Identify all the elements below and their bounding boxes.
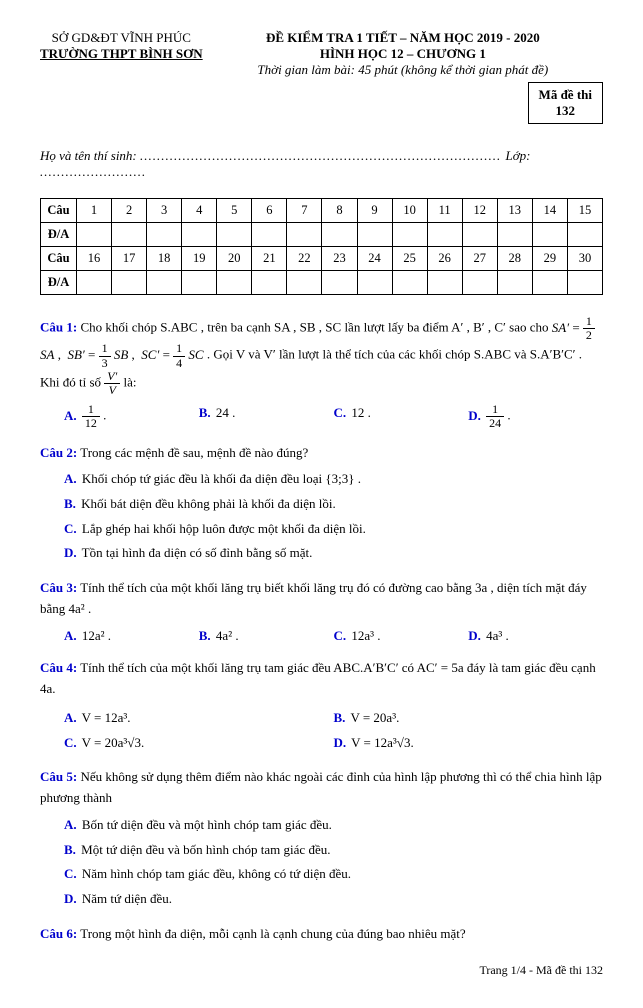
header-left: SỞ GD&ĐT VĨNH PHÚC TRƯỜNG THPT BÌNH SƠN (40, 30, 203, 124)
header-right: ĐỀ KIỂM TRA 1 TIẾT – NĂM HỌC 2019 - 2020… (203, 30, 603, 124)
question-1: Câu 1: Cho khối chóp S.ABC , trên ba cạn… (40, 315, 603, 431)
q1-text1: Cho khối chóp S.ABC , trên ba cạnh SA , … (80, 320, 551, 335)
question-6: Câu 6: Trong một hình đa diện, mỗi cạnh … (40, 924, 603, 945)
q2-label: Câu 2: (40, 445, 77, 460)
q3-label: Câu 3: (40, 580, 77, 595)
exam-title: ĐỀ KIỂM TRA 1 TIẾT – NĂM HỌC 2019 - 2020 (203, 30, 603, 46)
q4-text: Tính thể tích của một khối lăng trụ tam … (40, 660, 596, 696)
code-label: Mã đề thi (539, 87, 592, 103)
q6-label: Câu 6: (40, 926, 77, 941)
q1-label: Câu 1: (40, 320, 77, 335)
q4-options: A. V = 12a³. B. V = 20a³. C. V = 20a³√3.… (40, 706, 603, 755)
class-dots: ......................... (40, 164, 146, 179)
student-line: Họ và tên thí sinh: ....................… (40, 148, 603, 180)
page-footer: Trang 1/4 - Mã đề thi 132 (40, 963, 603, 978)
questions: Câu 1: Cho khối chóp S.ABC , trên ba cạn… (40, 315, 603, 945)
grid-label-a: Đ/A (41, 223, 77, 247)
q1-text3: là: (124, 374, 137, 389)
subject: HÌNH HỌC 12 – CHƯƠNG 1 (203, 46, 603, 62)
q3-options: A. 12a² . B. 4a² . C. 12a³ . D. 4a³ . (40, 626, 603, 647)
time-note: Thời gian làm bài: 45 phút (không kể thờ… (203, 62, 603, 78)
q6-text: Trong một hình đa diện, mỗi cạnh là cạnh… (80, 926, 465, 941)
q2-options: A. Khối chóp tứ giác đều là khối đa diện… (40, 467, 603, 566)
exam-code-box: Mã đề thi 132 (528, 82, 603, 124)
question-2: Câu 2: Trong các mệnh đề sau, mệnh đề nà… (40, 443, 603, 567)
q3-text: Tính thể tích của một khối lăng trụ biết… (40, 580, 587, 616)
header: SỞ GD&ĐT VĨNH PHÚC TRƯỜNG THPT BÌNH SƠN … (40, 30, 603, 124)
answer-grid: Câu 12 34 56 78 910 1112 1314 15 Đ/A Câu… (40, 198, 603, 295)
grid-row-a1: Đ/A (41, 223, 603, 247)
grid-row-q1: Câu 12 34 56 78 910 1112 1314 15 (41, 199, 603, 223)
class-label: Lớp: (506, 148, 531, 163)
question-3: Câu 3: Tính thể tích của một khối lăng t… (40, 578, 603, 646)
grid-label-q: Câu (41, 199, 77, 223)
q5-text: Nếu không sử dụng thêm điểm nào khác ngo… (40, 769, 602, 805)
code-value: 132 (539, 103, 592, 119)
grid-row-q2: Câu 1617 1819 2021 2223 2425 2627 2829 3… (41, 247, 603, 271)
q1-options: A. 112 . B. 24 . C. 12 . D. 124 . (40, 403, 603, 430)
grid-row-a2: Đ/A (41, 271, 603, 295)
student-label: Họ và tên thí sinh: (40, 148, 137, 163)
q1-ratio: V′V (104, 370, 120, 397)
school: TRƯỜNG THPT BÌNH SƠN (40, 46, 203, 62)
q4-label: Câu 4: (40, 660, 77, 675)
dept: SỞ GD&ĐT VĨNH PHÚC (40, 30, 203, 46)
student-dots: ........................................… (140, 148, 506, 163)
q5-label: Câu 5: (40, 769, 77, 784)
q2-text: Trong các mệnh đề sau, mệnh đề nào đúng? (80, 445, 308, 460)
q5-options: A. Bốn tứ diện đều và một hình chóp tam … (40, 813, 603, 912)
question-4: Câu 4: Tính thể tích của một khối lăng t… (40, 658, 603, 755)
question-5: Câu 5: Nếu không sử dụng thêm điểm nào k… (40, 767, 603, 911)
